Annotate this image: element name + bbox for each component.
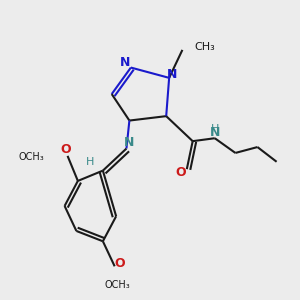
Text: N: N (124, 136, 134, 148)
Text: N: N (167, 68, 177, 81)
Text: O: O (61, 143, 71, 156)
Text: N: N (120, 56, 131, 69)
Text: CH₃: CH₃ (194, 42, 215, 52)
Text: H: H (211, 124, 220, 134)
Text: O: O (175, 166, 186, 178)
Text: H: H (85, 157, 94, 167)
Text: OCH₃: OCH₃ (19, 152, 45, 162)
Text: OCH₃: OCH₃ (105, 280, 130, 290)
Text: O: O (115, 257, 125, 270)
Text: N: N (210, 126, 220, 140)
